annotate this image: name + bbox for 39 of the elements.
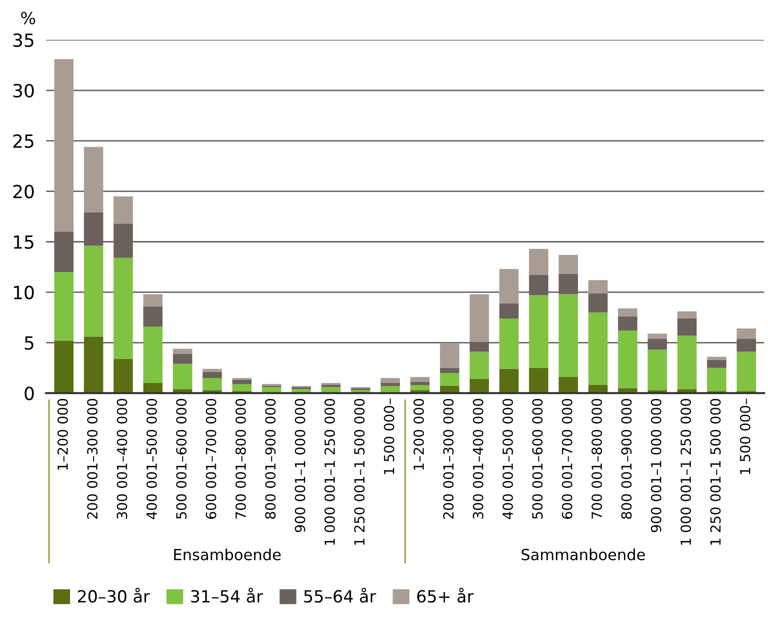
y-tick-label: 25 (13, 134, 34, 148)
text: Sammanboende (522, 548, 645, 560)
x-tick-label: 200 001–300 000 (87, 398, 98, 519)
y-tick-label: 20 (13, 184, 34, 198)
legend-label: 31–54 år (191, 588, 263, 603)
x-tick-label: 700 001–800 000 (235, 398, 246, 519)
x-tick-label: 900 001–1 000 000 (294, 398, 306, 532)
text: Ensamboende (174, 548, 281, 560)
x-tick-label: 1 500 000– (740, 398, 750, 474)
x-tick-label: 200 001–300 000 (443, 398, 454, 519)
legend-label: 20–30 år (78, 588, 150, 603)
x-tick-label: 700 001–800 000 (592, 398, 602, 519)
y-tick-label: 10 (14, 286, 34, 300)
y-tick-label: 0 (24, 386, 34, 400)
x-tick-label: 1–200 000 (413, 398, 424, 470)
y-tick-label: 35 (13, 33, 34, 48)
x-tick-label: 800 001–900 000 (621, 398, 632, 519)
x-tick-label: 1–200 000 (57, 398, 68, 470)
x-tick-label: 900 001–1 000 000 (650, 398, 662, 532)
x-tick-label: 800 001–900 000 (265, 398, 276, 519)
y-tick-label: 30 (13, 84, 34, 98)
y-tick-label: 5 (24, 336, 34, 350)
x-tick-label: 1 000 001–1 250 000 (680, 398, 692, 545)
x-tick-label: 400 001–500 000 (146, 398, 157, 520)
x-tick-label: 600 001–700 000 (562, 398, 572, 519)
x-tick-label: 500 001–600 000 (532, 398, 543, 519)
x-tick-label: 300 001–400 000 (116, 398, 128, 519)
x-tick-label: 1 250 001–1 500 000 (354, 398, 365, 545)
legend-label: 65+ år (417, 588, 474, 603)
x-tick-label: 300 001–400 000 (472, 398, 484, 519)
x-tick-label: 1 000 001–1 250 000 (324, 398, 335, 545)
x-tick-label: 1 500 000– (384, 398, 394, 474)
x-tick-label: 600 001–700 000 (206, 398, 216, 519)
x-tick-label: 400 001–500 000 (502, 398, 514, 520)
legend-label: 55–64 år (304, 588, 376, 603)
y-tick-label: 15 (14, 235, 34, 249)
y-axis-title: % (21, 12, 36, 24)
x-tick-label: 500 001–600 000 (176, 398, 187, 519)
x-tick-label: 1 250 001–1 500 000 (710, 398, 721, 545)
